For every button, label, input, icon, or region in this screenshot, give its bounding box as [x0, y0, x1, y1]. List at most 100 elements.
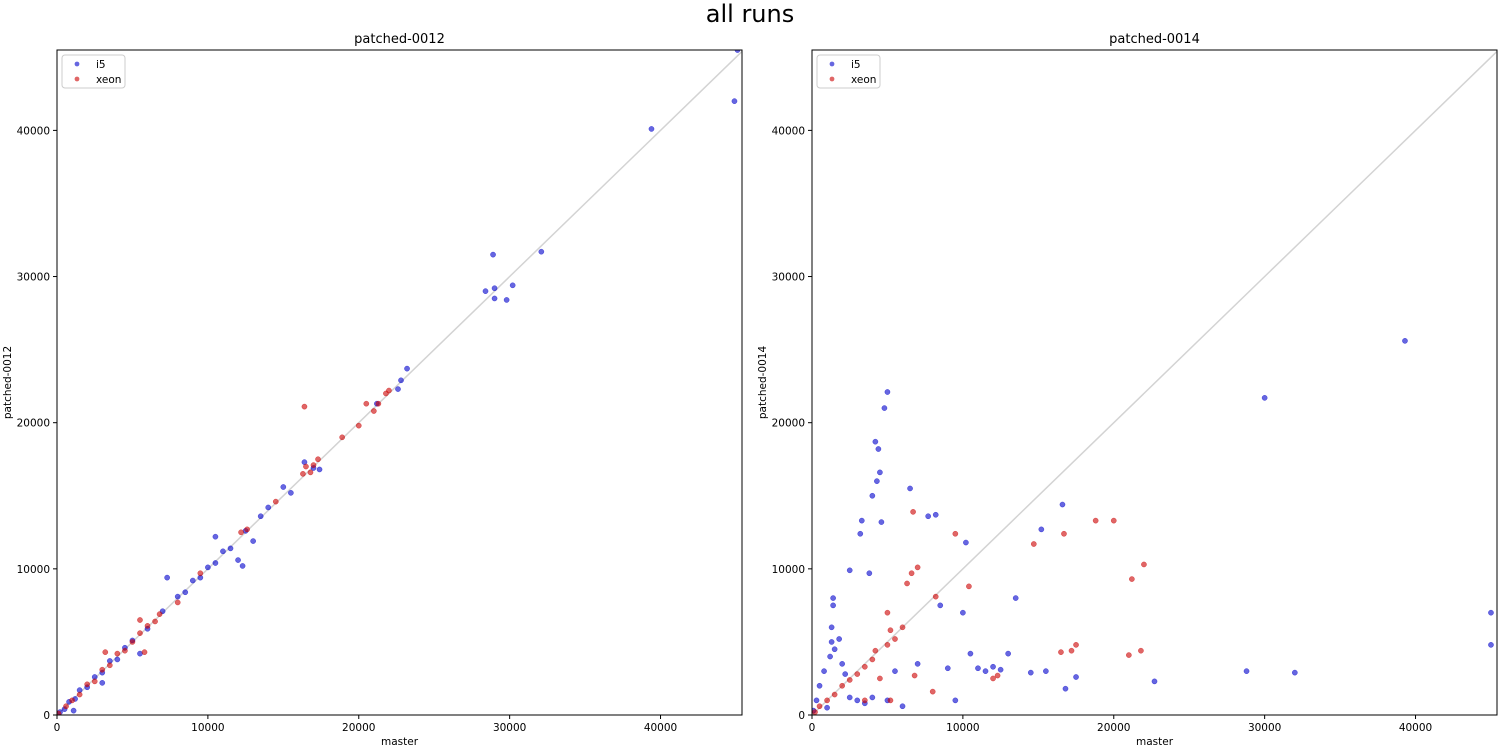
point-xeon: [144, 622, 151, 629]
legend: i5 xeon: [61, 54, 126, 89]
subplot-title: patched-0012: [354, 32, 445, 47]
point-i5: [828, 624, 835, 631]
point-xeon: [899, 624, 906, 631]
legend-marker-i5: [74, 61, 80, 67]
point-xeon: [1126, 652, 1132, 658]
point-i5: [189, 577, 196, 584]
point-i5: [490, 251, 496, 258]
point-i5: [1488, 641, 1494, 648]
point-xeon: [301, 403, 308, 410]
point-xeon: [375, 400, 382, 407]
x-tick-label: 10000: [946, 722, 979, 734]
point-i5: [288, 489, 294, 496]
point-xeon: [1138, 647, 1144, 654]
point-i5: [881, 405, 888, 411]
point-xeon: [914, 564, 921, 571]
point-xeon: [861, 697, 868, 704]
point-i5: [878, 519, 885, 525]
point-xeon: [892, 636, 898, 642]
point-i5: [892, 668, 898, 675]
y-tick-label: 30000: [772, 272, 805, 284]
point-i5: [830, 602, 836, 609]
point-xeon: [846, 677, 853, 683]
subplot-patched-0012: patched-0012 0 10000 20000 30000 40000 0 10000 2…: [2, 32, 743, 748]
point-i5: [937, 602, 944, 609]
y-tick-label: 40000: [17, 125, 50, 137]
y-tick-label: 0: [798, 710, 805, 722]
point-i5: [952, 697, 959, 704]
point-xeon: [386, 387, 392, 394]
points: [812, 337, 1494, 715]
x-axis-label: master: [381, 736, 419, 748]
point-i5: [842, 671, 849, 677]
point-i5: [869, 492, 876, 499]
point-xeon: [1141, 561, 1147, 568]
point-i5: [265, 504, 272, 511]
point-i5: [1012, 595, 1019, 601]
point-i5: [1043, 668, 1049, 675]
point-i5: [869, 694, 876, 701]
point-xeon: [174, 599, 181, 606]
point-i5: [872, 438, 879, 445]
point-i5: [967, 650, 974, 657]
point-xeon: [952, 530, 959, 537]
point-xeon: [1092, 517, 1099, 524]
axes-frame: [56, 49, 743, 716]
legend-marker-xeon: [829, 76, 835, 82]
point-xeon: [303, 463, 309, 470]
point-xeon: [197, 570, 204, 577]
legend-marker-i5: [829, 61, 835, 67]
point-xeon: [1030, 541, 1037, 547]
point-xeon: [884, 609, 891, 616]
point-i5: [257, 513, 264, 520]
point-xeon: [129, 639, 136, 645]
point-i5: [982, 668, 989, 675]
x-tick-label: 40000: [644, 722, 677, 734]
point-i5: [944, 665, 951, 672]
x-tick-label: 20000: [1097, 722, 1130, 734]
point-i5: [114, 656, 121, 663]
x-tick-label: 10000: [191, 722, 224, 734]
point-i5: [538, 248, 545, 255]
point-i5: [1488, 609, 1494, 616]
point-i5: [960, 609, 966, 616]
point-xeon: [137, 617, 143, 623]
point-xeon: [238, 529, 244, 536]
point-i5: [990, 663, 996, 670]
y-tick-label: 0: [43, 710, 50, 722]
point-i5: [227, 545, 234, 552]
point-i5: [648, 126, 655, 132]
point-i5: [1291, 669, 1298, 676]
point-xeon: [76, 691, 83, 698]
y-axis-label: patched-0014: [757, 346, 769, 420]
point-i5: [831, 646, 838, 653]
point-i5: [212, 560, 219, 566]
point-xeon: [994, 672, 1001, 679]
point-xeon: [887, 627, 894, 634]
point-xeon: [990, 675, 996, 682]
point-xeon: [839, 682, 846, 689]
point-xeon: [137, 630, 143, 637]
point-i5: [395, 386, 401, 392]
point-xeon: [911, 672, 918, 679]
point-xeon: [244, 526, 250, 533]
point-xeon: [1129, 576, 1135, 582]
point-i5: [404, 365, 410, 372]
point-xeon: [812, 709, 818, 715]
point-xeon: [315, 456, 321, 463]
point-i5: [220, 548, 226, 555]
point-xeon: [887, 697, 894, 704]
y-axis-label: patched-0012: [2, 346, 14, 419]
point-xeon: [307, 469, 314, 476]
point-i5: [907, 485, 913, 492]
point-xeon: [339, 434, 346, 441]
point-i5: [827, 653, 833, 660]
point-i5: [491, 295, 498, 302]
point-xeon: [122, 647, 128, 654]
y-tick-label: 20000: [17, 418, 50, 430]
point-i5: [925, 513, 932, 520]
point-i5: [1005, 650, 1011, 657]
point-i5: [997, 666, 1004, 673]
point-i5: [858, 517, 865, 524]
point-i5: [731, 98, 738, 105]
